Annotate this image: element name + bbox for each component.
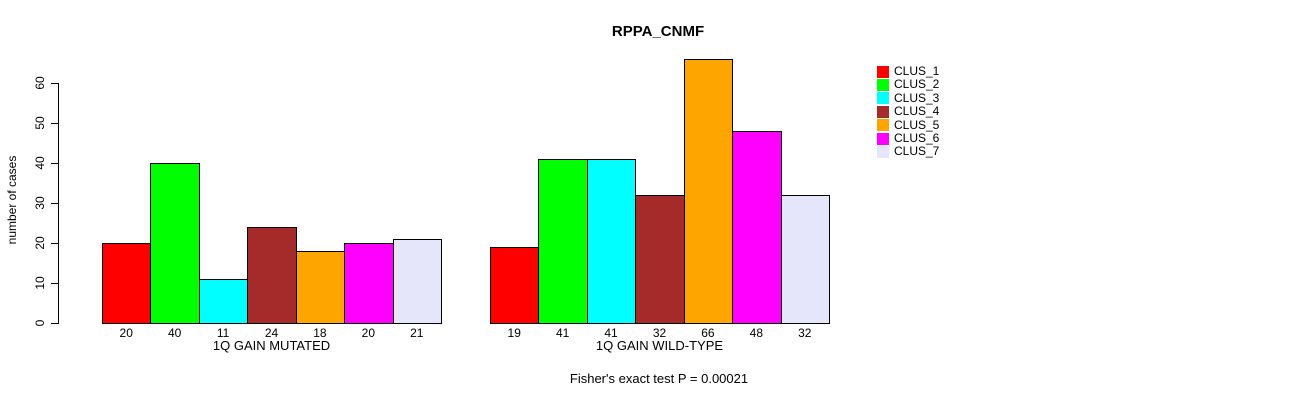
legend-label: CLUS_6 (894, 131, 940, 145)
bar-clus_4-group1 (247, 227, 297, 324)
chart-title: RPPA_CNMF (611, 23, 705, 40)
y-axis-line (58, 83, 59, 324)
legend-item-clus_3: CLUS_3 (877, 90, 940, 105)
legend-item-clus_6: CLUS_6 (877, 132, 939, 145)
legend-label: CLUS_1 (894, 64, 940, 78)
legend-label: CLUS_2 (894, 77, 940, 92)
bar-value-label: 41 (555, 326, 570, 340)
y-axis-tick (51, 123, 58, 124)
bar-value-label: 32 (652, 326, 667, 340)
footnote: Fisher's exact test P = 0.00021 (569, 371, 749, 386)
bar-clus_7-group1 (393, 239, 442, 324)
y-axis-tick-label: 10 (33, 276, 47, 290)
bar-value-label: 19 (507, 326, 521, 340)
bar-clus_3-group2 (587, 159, 636, 324)
legend-swatch (877, 132, 889, 145)
y-axis-tick (51, 323, 58, 324)
y-axis-tick-label: 20 (33, 236, 47, 250)
y-axis-tick (51, 203, 58, 204)
bar-value-label: 20 (119, 326, 133, 340)
bar-value-label: 48 (749, 326, 764, 340)
y-axis-title: number of cases (5, 155, 19, 245)
bar-value-label: 11 (216, 326, 230, 340)
y-axis-tick-label: 0 (33, 319, 47, 327)
y-axis-tick-label: 50 (33, 116, 47, 130)
legend-swatch (877, 65, 889, 78)
bar-value-label: 32 (798, 326, 812, 340)
bar-clus_7-group2 (781, 195, 830, 324)
x-axis-group-label: 1Q GAIN WILD-TYPE (595, 338, 724, 353)
bar-value-label: 24 (264, 326, 279, 340)
bar-clus_5-group2 (684, 59, 733, 324)
bar-clus_5-group1 (296, 251, 345, 324)
bar-value-label: 20 (361, 326, 376, 340)
bar-clus_4-group2 (635, 195, 685, 324)
legend-label: CLUS_5 (894, 117, 940, 132)
legend-swatch (877, 105, 889, 118)
bar-clus_1-group1 (102, 243, 151, 324)
y-axis-tick-label: 60 (33, 76, 47, 90)
bar-clus_6-group1 (344, 243, 394, 324)
y-axis-tick-label: 40 (33, 156, 47, 170)
legend-swatch (877, 92, 889, 105)
y-axis-tick (51, 243, 58, 244)
bar-value-label: 40 (167, 326, 182, 340)
legend-item-clus_2: CLUS_2 (877, 78, 939, 91)
x-axis-group-label: 1Q GAIN MUTATED (212, 338, 331, 353)
bar-value-label: 21 (410, 326, 424, 340)
bar-value-label: 41 (604, 326, 618, 340)
legend-item-clus_5: CLUS_5 (877, 117, 940, 132)
legend-swatch (877, 78, 889, 91)
bar-clus_3-group1 (199, 279, 248, 324)
legend-label: CLUS_4 (894, 104, 940, 119)
bar-value-label: 66 (701, 326, 715, 340)
bar-clus_2-group1 (150, 163, 200, 324)
bar-clus_2-group2 (538, 159, 588, 324)
legend-label: CLUS_7 (894, 144, 940, 159)
y-axis-tick-label: 30 (33, 196, 47, 210)
legend-label: CLUS_3 (894, 90, 940, 105)
legend-item-clus_7: CLUS_7 (877, 145, 939, 158)
legend-swatch (877, 145, 889, 158)
bar-value-label: 18 (313, 326, 327, 340)
bar-clus_6-group2 (732, 131, 782, 324)
y-axis-tick (51, 83, 58, 84)
bar-clus_1-group2 (490, 247, 539, 324)
legend-item-clus_1: CLUS_1 (877, 65, 939, 78)
legend-item-clus_4: CLUS_4 (877, 105, 939, 118)
legend-swatch (877, 119, 889, 132)
y-axis-tick (51, 283, 58, 284)
y-axis-tick (51, 163, 58, 164)
